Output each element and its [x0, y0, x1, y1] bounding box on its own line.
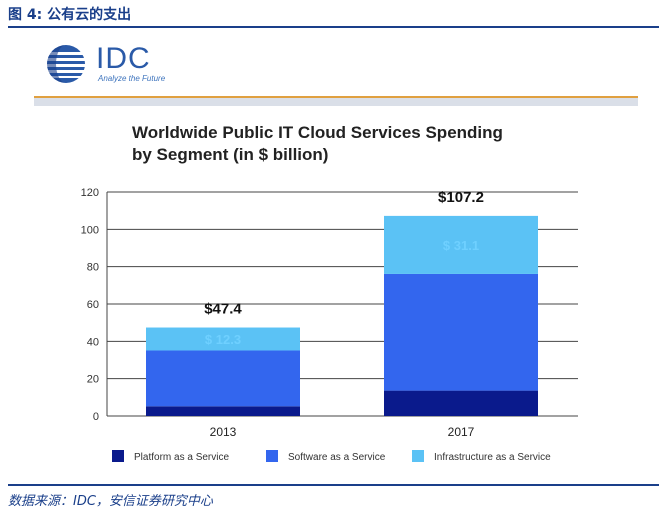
- idc-logo: IDC Analyze the Future: [46, 40, 206, 86]
- header-banner: [34, 96, 638, 106]
- figure-title: 图 4: 公有云的支出: [8, 7, 132, 23]
- legend-swatch: [266, 450, 278, 462]
- legend-label: Platform as a Service: [134, 452, 229, 463]
- globe-icon: [46, 45, 86, 83]
- y-tick-label: 60: [87, 299, 99, 311]
- legend-label: Software as a Service: [288, 452, 386, 463]
- y-tick-label: 80: [87, 262, 99, 274]
- bar-segment: [384, 390, 538, 416]
- legend-label: Infrastructure as a Service: [434, 452, 551, 463]
- y-tick-label: 20: [87, 374, 99, 386]
- y-tick-label: 0: [93, 411, 99, 423]
- source-rule: [8, 484, 659, 486]
- chart-title: Worldwide Public IT Cloud Services Spend…: [132, 122, 503, 166]
- chart-title-line-1: Worldwide Public IT Cloud Services Spend…: [132, 123, 503, 142]
- stacked-bar-chart: 0 20 40 60 80 100 120 $ 12.3 $47.4 2013 $ 31.1 $107…: [81, 187, 578, 463]
- y-tick-label: 40: [87, 336, 99, 348]
- title-rule: [8, 26, 659, 28]
- x-tick-label: 2017: [448, 425, 475, 439]
- segment-data-label: $ 12.3: [205, 332, 241, 347]
- x-tick-label: 2013: [210, 425, 237, 439]
- bar-segment: [384, 273, 538, 391]
- logo-tagline: Analyze the Future: [98, 74, 166, 83]
- legend-swatch: [412, 450, 424, 462]
- chart-title-line-2: by Segment (in $ billion): [132, 145, 329, 164]
- bar-segment: [146, 350, 300, 407]
- y-tick-label: 100: [81, 224, 99, 236]
- source-note: 数据来源：IDC，安信证券研究中心: [8, 494, 213, 509]
- y-tick-label: 120: [81, 187, 99, 199]
- bar-segment: [384, 215, 538, 274]
- legend-swatch: [112, 450, 124, 462]
- segment-data-label: $ 31.1: [443, 238, 479, 253]
- bar-segment: [146, 327, 300, 351]
- total-data-label: $47.4: [204, 301, 242, 318]
- logo-brand: IDC: [96, 42, 151, 75]
- bar-segment: [146, 406, 300, 416]
- total-data-label: $107.2: [438, 189, 484, 206]
